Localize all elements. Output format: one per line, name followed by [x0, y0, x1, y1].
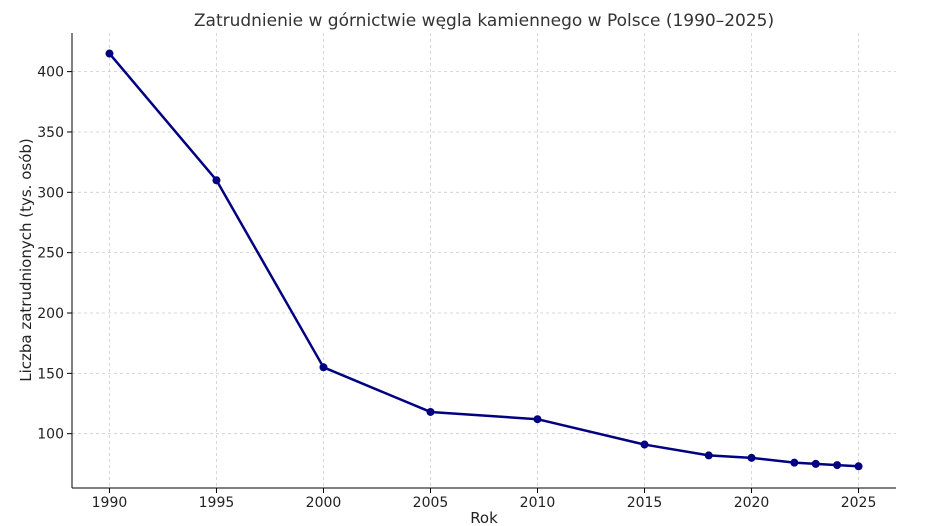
- series-line: [108, 52, 859, 468]
- x-tick-label: 2010: [520, 495, 556, 511]
- y-tick-label: 300: [37, 185, 64, 201]
- y-axis-label: Liczba zatrudnionych (tys. osób): [17, 138, 35, 382]
- y-tick-label: 400: [37, 65, 64, 81]
- data-point: [105, 49, 114, 58]
- data-point: [533, 415, 542, 424]
- x-tick-label: 2025: [841, 495, 877, 511]
- data-point: [704, 451, 713, 460]
- tick-labels: 1990 1995 2000 2005 2010 2015 2020 2025 100 150 20…: [37, 65, 876, 511]
- x-tick-label: 2015: [627, 495, 663, 511]
- data-point: [854, 462, 863, 471]
- series: [105, 49, 863, 471]
- data-point: [811, 459, 820, 468]
- x-tick-label: 1990: [92, 495, 128, 511]
- data-point: [790, 458, 799, 467]
- data-point: [747, 453, 756, 462]
- y-tick-label: 150: [37, 366, 64, 382]
- x-tick-label: 1995: [199, 495, 235, 511]
- axes: [67, 33, 896, 493]
- y-tick-label: 350: [37, 125, 64, 141]
- data-point: [319, 363, 328, 372]
- data-point: [212, 176, 221, 185]
- x-tick-label: 2005: [413, 495, 449, 511]
- x-tick-label: 2000: [306, 495, 342, 511]
- y-tick-label: 100: [37, 427, 64, 443]
- x-tick-label: 2020: [734, 495, 770, 511]
- y-tick-label: 200: [37, 306, 64, 322]
- data-point: [640, 440, 649, 449]
- y-tick-label: 250: [37, 246, 64, 262]
- data-point: [426, 407, 435, 416]
- grid: [72, 33, 896, 488]
- x-axis-label: Rok: [470, 509, 498, 526]
- chart-title: Zatrudnienie w górnictwie węgla kamienne…: [194, 11, 774, 31]
- data-point: [833, 461, 842, 470]
